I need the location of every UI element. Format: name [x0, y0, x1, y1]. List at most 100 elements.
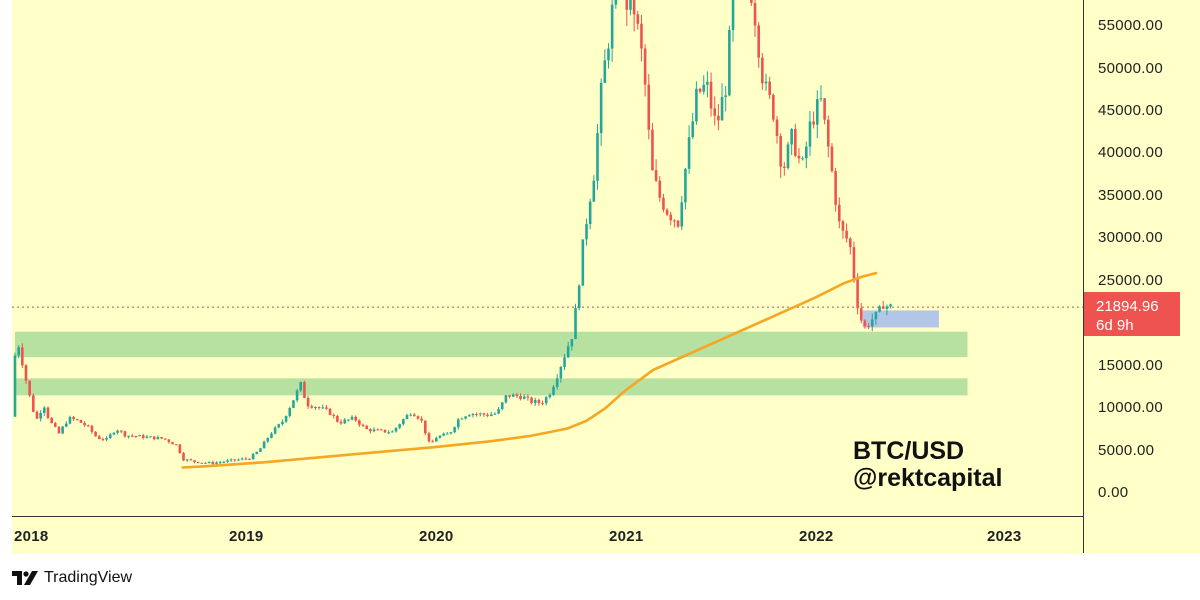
candle-body	[207, 462, 211, 464]
candle-body	[39, 412, 42, 419]
candle-body	[834, 171, 837, 205]
candle-body	[376, 429, 379, 431]
candle-body	[486, 414, 489, 417]
candle-body	[50, 417, 53, 424]
candle-body	[654, 170, 658, 181]
candle-body	[588, 201, 592, 225]
candle-body	[391, 431, 394, 433]
candle-body	[475, 414, 478, 416]
price-tick-label: 25000.00	[1098, 271, 1163, 289]
candle-body	[687, 137, 691, 169]
candle-body	[68, 416, 72, 424]
candle-body	[453, 427, 456, 433]
price-tick-label: 45000.00	[1098, 101, 1163, 119]
candle-body	[801, 158, 804, 160]
candle-body	[43, 407, 46, 413]
candle-body	[665, 209, 669, 215]
candle-body	[174, 444, 178, 446]
candle-body	[409, 414, 412, 416]
candle-body	[196, 461, 200, 464]
chart-plot-area[interactable]: BTC/USD @rektcapital	[12, 0, 1083, 516]
price-axis[interactable]: 0.005000.0010000.0015000.0020000.0025000…	[1083, 0, 1200, 553]
tradingview-footer[interactable]: TradingView	[12, 566, 132, 590]
candle-body	[647, 84, 651, 130]
candle-body	[632, 0, 636, 15]
author-label: @rektcapital	[853, 464, 1003, 492]
candle-body	[878, 306, 881, 312]
candle-body	[519, 395, 522, 399]
candle-body	[204, 462, 207, 464]
candle-body	[127, 435, 130, 437]
candle-body	[460, 418, 464, 420]
candle-body	[786, 144, 790, 168]
candle-body	[182, 453, 185, 461]
candle-body	[149, 436, 152, 438]
candle-body	[669, 214, 673, 221]
candle-body	[768, 81, 771, 95]
candle-body	[724, 95, 728, 97]
candle-body	[431, 441, 434, 443]
candle-body	[160, 437, 163, 439]
candle-body	[544, 397, 548, 404]
candle-body	[119, 430, 123, 432]
candle-body	[442, 433, 445, 436]
candle-body	[445, 433, 449, 435]
year-tick-label: 2020	[419, 528, 454, 545]
candle-body	[530, 397, 533, 404]
candle-body	[328, 408, 332, 415]
price-tick-label: 40000.00	[1098, 144, 1163, 162]
candle-body	[731, 0, 735, 30]
candle-body	[387, 432, 390, 434]
candle-body	[226, 460, 229, 462]
candle-body	[794, 128, 797, 156]
candle-body	[852, 247, 856, 279]
candle-body	[728, 29, 731, 96]
candle-body	[702, 84, 706, 92]
candle-body	[541, 403, 544, 405]
year-tick-label: 2018	[14, 528, 49, 545]
moving-average-line	[181, 271, 878, 469]
candle-body	[651, 129, 654, 171]
candle-body	[251, 454, 255, 460]
candle-body	[464, 416, 467, 419]
candle-body	[640, 23, 643, 49]
candle-body	[603, 60, 607, 83]
candle-body	[526, 396, 530, 398]
price-tick-label: 35000.00	[1098, 186, 1163, 204]
year-tick-label: 2022	[799, 528, 834, 545]
candle-body	[123, 431, 127, 437]
candle-body	[255, 451, 259, 455]
candle-body	[372, 429, 376, 432]
candle-body	[61, 426, 64, 434]
candle-body	[310, 406, 314, 408]
candle-body	[13, 355, 17, 417]
candle-body	[46, 407, 50, 418]
candle-body	[563, 357, 566, 367]
candle-body	[398, 424, 401, 428]
candle-body	[717, 115, 720, 121]
candle-body	[764, 81, 768, 84]
candle-body	[673, 220, 676, 222]
symbol-label: BTC/USD	[853, 437, 965, 465]
candle-body	[405, 415, 409, 420]
candle-body	[504, 395, 508, 403]
candle-body	[581, 239, 585, 286]
price-tick-label: 30000.00	[1098, 229, 1163, 247]
candle-body	[625, 0, 629, 10]
candle-body	[420, 418, 423, 421]
candle-body	[522, 396, 526, 399]
candle-body	[292, 400, 295, 408]
candle-body	[607, 48, 610, 61]
candle-body	[610, 4, 614, 49]
candle-body	[171, 442, 174, 445]
candle-body	[336, 415, 339, 422]
time-axis[interactable]: 2018 2019 2020 2021 2022 2023	[12, 516, 1083, 554]
candle-body	[17, 347, 20, 356]
candle-body	[870, 319, 874, 327]
candle-body	[706, 81, 709, 85]
support-zone-1	[15, 331, 968, 358]
candle-body	[585, 224, 588, 240]
candle-body	[885, 306, 889, 309]
candle-body	[244, 458, 248, 460]
price-tick-label: 10000.00	[1098, 399, 1163, 417]
